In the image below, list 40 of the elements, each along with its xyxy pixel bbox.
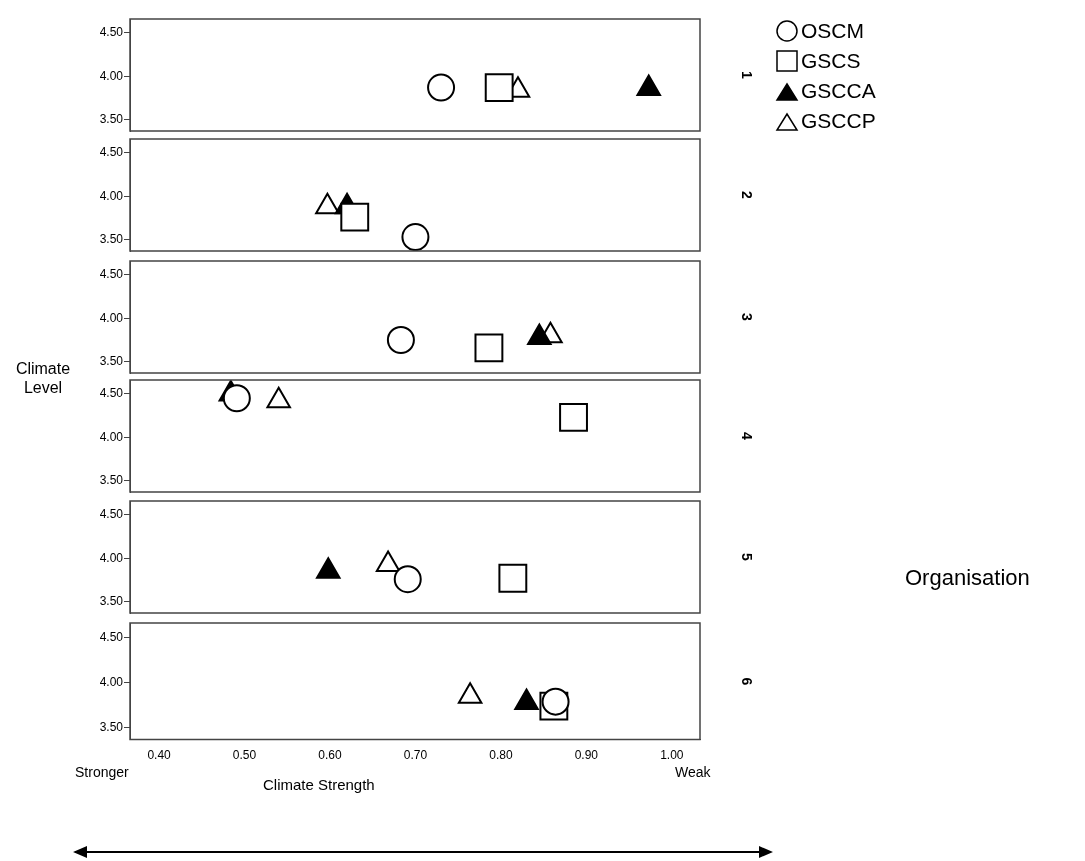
y-tick-label: 3.50 — [99, 720, 124, 735]
y-tick-label: 3.50 — [99, 232, 124, 247]
y-tick-label: 4.50 — [99, 386, 124, 401]
y-tick-label: 4.50 — [99, 267, 124, 282]
y2-axis-title: 3 — [739, 313, 756, 322]
text: Weak — [675, 764, 711, 780]
legend-label: GSCCA — [801, 79, 876, 103]
y-tick-label: 3.50 — [99, 112, 124, 127]
y2-axis-title: 5 — [739, 553, 756, 562]
y-tick-label: 3.50 — [99, 354, 124, 369]
x-axis-title: Climate Strength — [263, 776, 375, 793]
y-tick-label: 4.50 — [99, 25, 124, 40]
y-tick-label: 4.50 — [99, 507, 124, 522]
x-tick-label: 0.50 — [232, 748, 257, 763]
y2-axis-title: 6 — [739, 677, 756, 686]
x-tick-label: 0.60 — [318, 748, 342, 763]
x-tick-label: 0.70 — [403, 748, 428, 763]
y-axis-title: Climate Level — [14, 359, 72, 397]
y2-axis-title: 4 — [739, 432, 756, 441]
y2-axis-title: 2 — [739, 191, 756, 200]
y-tick-label: 4.00 — [99, 550, 124, 565]
x-tick-label: 0.80 — [489, 748, 513, 763]
y-tick-label: 4.50 — [99, 145, 124, 160]
y-tick-label: 4.00 — [99, 310, 124, 325]
legend-label: GSCCP — [801, 109, 876, 133]
y-tick-label: 4.00 — [99, 674, 124, 689]
legend-label: OSCM — [801, 19, 864, 43]
y-tick-label: 4.00 — [99, 429, 124, 444]
x-tick-label: 0.40 — [147, 748, 172, 763]
y-tick-label: 4.50 — [99, 629, 124, 644]
y-tick-label: 4.00 — [99, 68, 124, 83]
text: Organisation — [905, 565, 1030, 591]
y-tick-label: 4.00 — [99, 188, 124, 203]
y-tick-label: 3.50 — [99, 473, 124, 488]
x-tick-label: 1.00 — [660, 748, 684, 763]
legend-label: GSCS — [801, 49, 861, 73]
x-tick-label: 0.90 — [574, 748, 599, 763]
y-tick-label: 3.50 — [99, 594, 124, 609]
y2-axis-title: 1 — [739, 71, 756, 80]
text: Stronger — [75, 764, 129, 780]
